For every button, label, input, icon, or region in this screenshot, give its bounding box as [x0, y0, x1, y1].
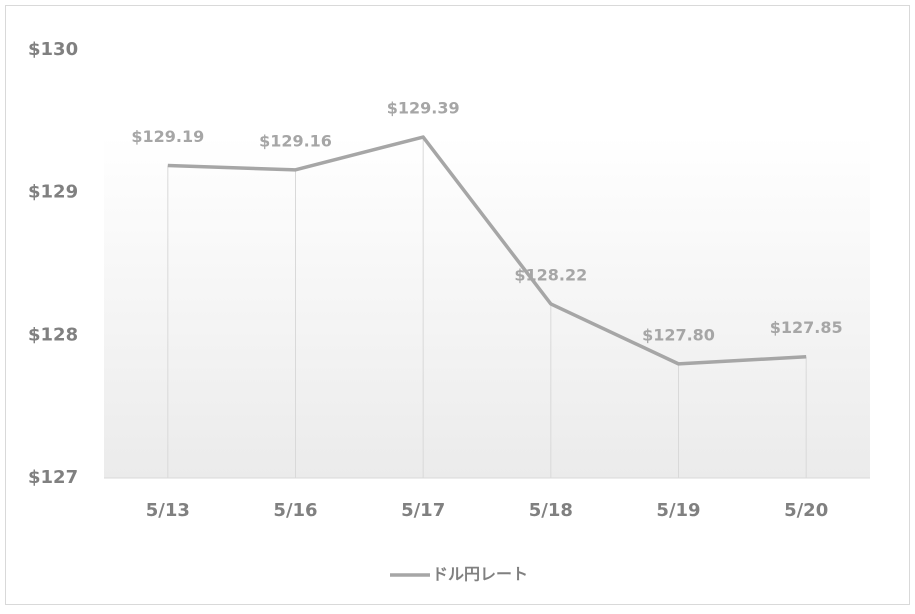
- x-tick-label: 5/16: [273, 500, 317, 521]
- data-label: $129.16: [259, 131, 332, 150]
- y-tick-label: $127: [28, 467, 78, 488]
- y-tick-label: $128: [28, 324, 78, 345]
- x-tick-label: 5/20: [784, 500, 828, 521]
- legend-label: ドル円レート: [432, 565, 528, 584]
- y-tick-label: $130: [28, 39, 78, 60]
- x-tick-label: 5/18: [529, 500, 573, 521]
- data-label: $129.19: [131, 127, 204, 146]
- data-label: $129.39: [387, 99, 460, 118]
- series-line: [167, 135, 807, 366]
- data-label: $128.22: [514, 265, 587, 284]
- data-label: $127.80: [642, 325, 715, 344]
- data-label: $127.85: [770, 318, 843, 337]
- x-tick-label: 5/17: [401, 500, 445, 521]
- x-tick-label: 5/13: [146, 500, 190, 521]
- plot-area: [104, 50, 870, 478]
- x-tick-label: 5/19: [656, 500, 700, 521]
- y-tick-label: $129: [28, 182, 78, 203]
